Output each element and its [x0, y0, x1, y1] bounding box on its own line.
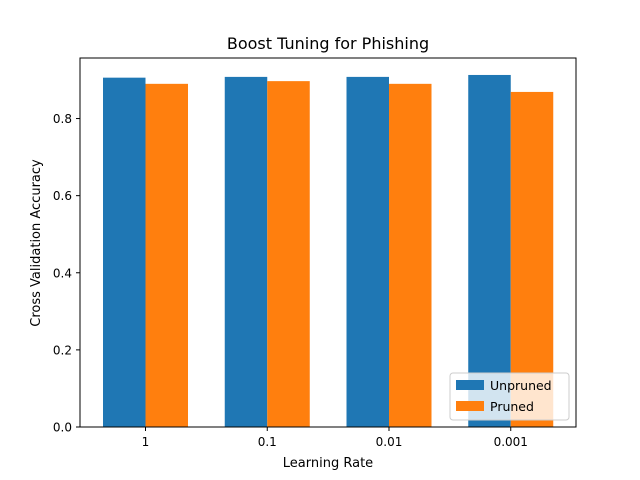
- x-tick-label: 0.01: [376, 435, 403, 449]
- legend-swatch-unpruned: [456, 380, 484, 390]
- bar-pruned-1: [145, 83, 188, 427]
- chart-title: Boost Tuning for Phishing: [227, 34, 429, 53]
- y-tick-label: 0.4: [53, 266, 72, 280]
- legend-label-unpruned: Unpruned: [490, 378, 552, 393]
- x-axis-label: Learning Rate: [283, 456, 373, 471]
- plot-frame: [79, 57, 577, 428]
- bar-unpruned-0.1: [224, 76, 268, 427]
- bar-pruned-0.001: [510, 91, 554, 428]
- x-tick-label: 0.001: [494, 435, 528, 449]
- x-tick-label: 1: [142, 435, 150, 449]
- bar-unpruned-0.01: [346, 76, 389, 427]
- bar-pruned-0.01: [389, 83, 432, 427]
- bars-group: [103, 74, 554, 428]
- legend-label-pruned: Pruned: [490, 399, 534, 414]
- ticks-group: 1 0.1 0.01 0.001 0.0 0.2 0.4 0.6 0.8: [53, 112, 528, 449]
- y-tick-label: 0.0: [53, 421, 72, 435]
- bar-pruned-0.1: [267, 81, 310, 427]
- y-tick-label: 0.6: [53, 189, 72, 203]
- x-tick-label: 0.1: [258, 435, 277, 449]
- y-tick-label: 0.8: [53, 112, 72, 126]
- y-tick-label: 0.2: [53, 343, 72, 357]
- bar-unpruned-1: [103, 77, 146, 427]
- legend: Unpruned Pruned: [449, 372, 570, 421]
- y-axis-label: Cross Validation Accuracy: [29, 159, 44, 327]
- legend-swatch-pruned: [456, 401, 484, 411]
- bar-unpruned-0.001: [468, 74, 511, 427]
